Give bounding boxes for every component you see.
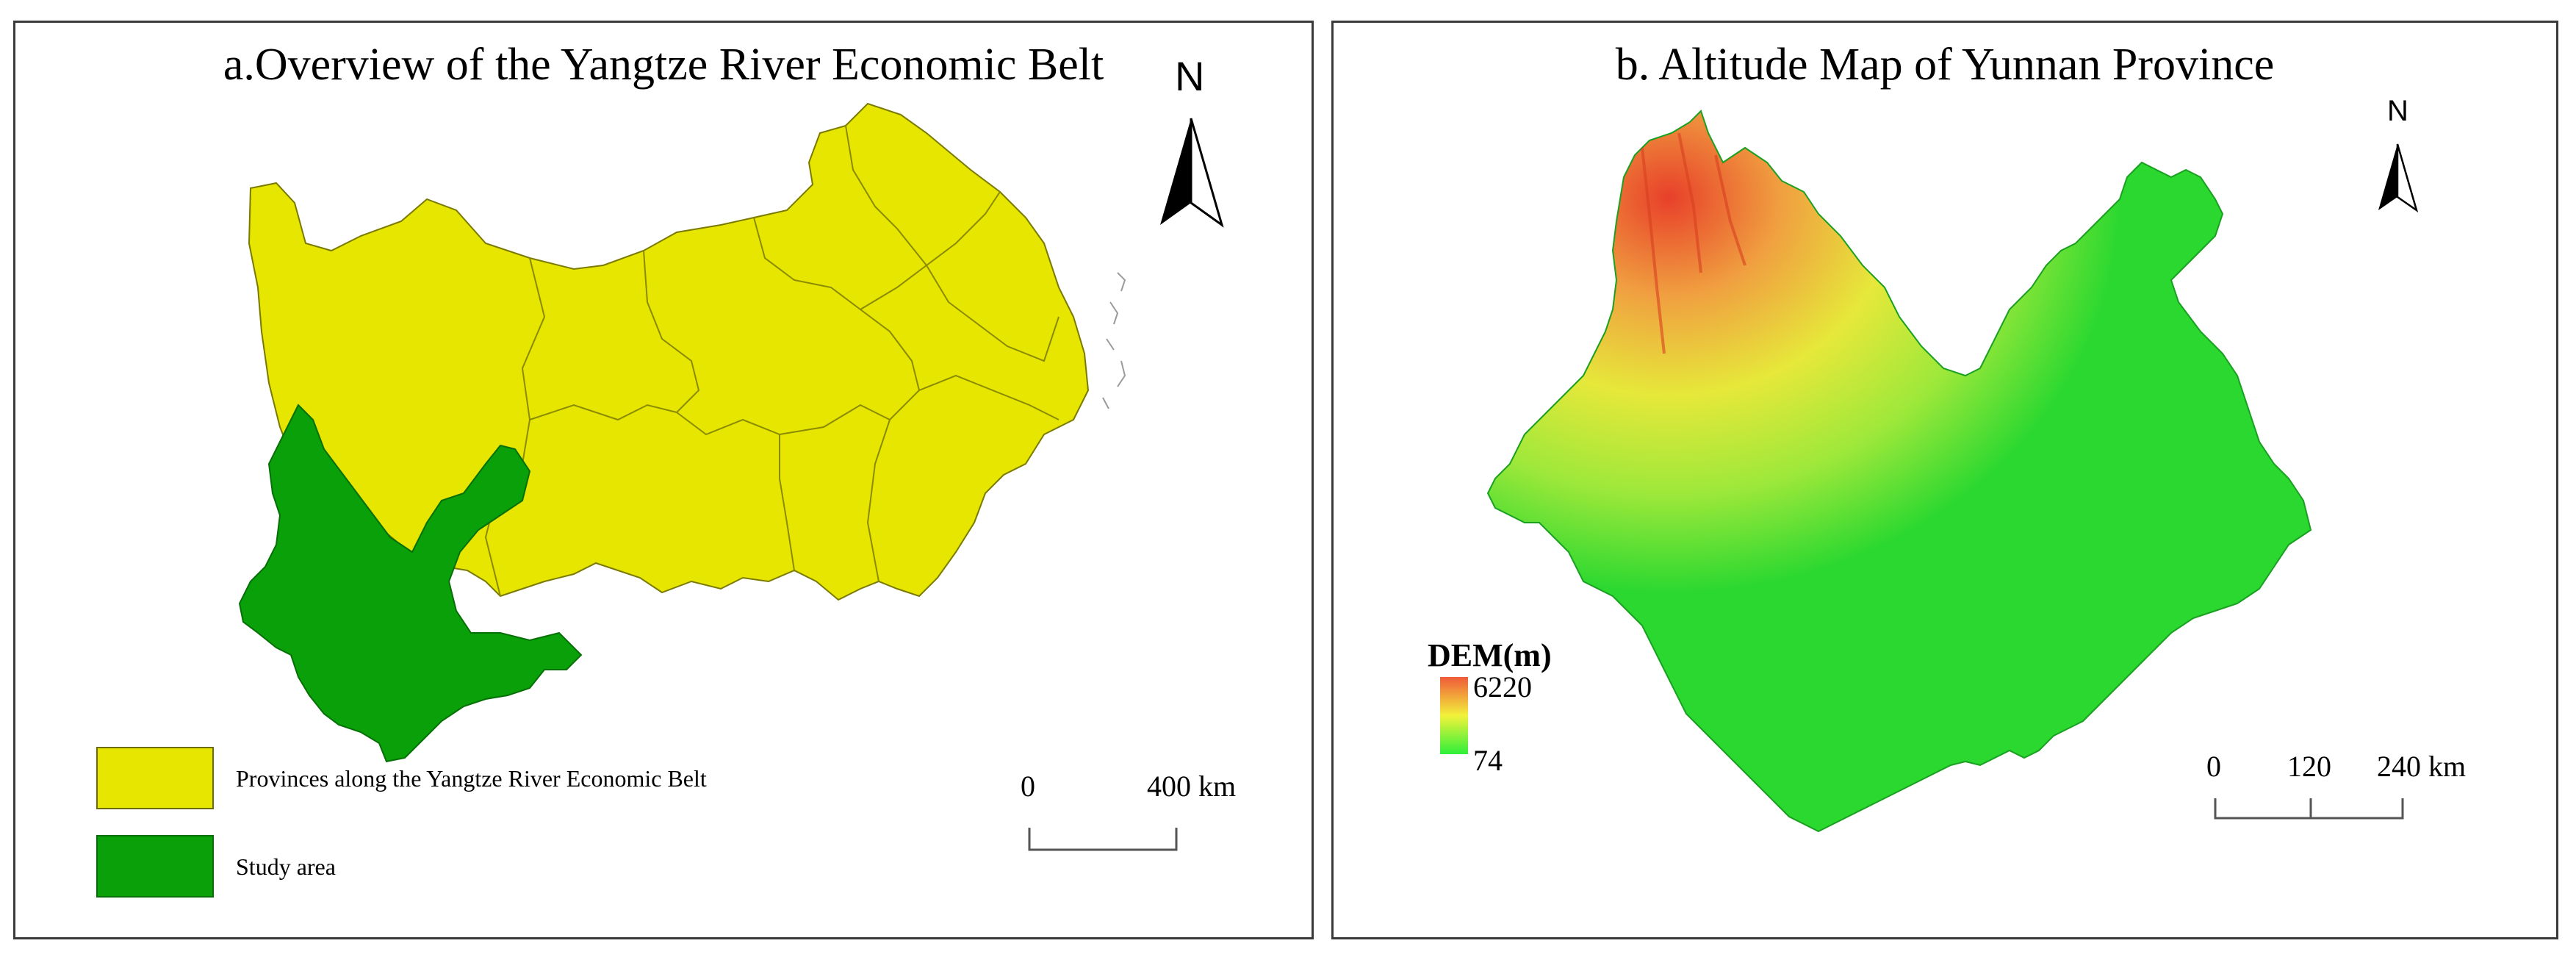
- legend-swatch-provinces: [96, 747, 214, 809]
- dem-legend-min: 74: [1473, 744, 1503, 777]
- panel-overview-map: a.Overview of the Yangtze River Economic…: [13, 21, 1314, 939]
- overview-map-canvas: [238, 102, 1224, 851]
- north-arrow-icon: [2378, 143, 2419, 213]
- terrain-ridges: [1641, 132, 1746, 354]
- scale-bar: [1028, 828, 1178, 851]
- legend-swatch-study-area: [96, 835, 214, 898]
- panel-a-title: a.Overview of the Yangtze River Economic…: [223, 40, 1104, 90]
- north-arrow-icon: [1160, 118, 1224, 228]
- scale-label-start: 0: [1021, 770, 1035, 803]
- north-label: N: [1175, 53, 1205, 99]
- panel-altitude-map: b. Altitude Map of Yunnan Province: [1331, 21, 2558, 939]
- scale-label-mid: 120: [2287, 750, 2331, 783]
- altitude-map-canvas: [1440, 110, 2419, 833]
- panel-b-title: b. Altitude Map of Yunnan Province: [1615, 40, 2275, 90]
- province-boundaries: [484, 125, 1059, 597]
- legend-label-study-area: Study area: [236, 853, 336, 880]
- dem-legend-bar: [1440, 677, 1468, 754]
- dem-legend-title: DEM(m): [1428, 637, 1552, 673]
- scale-bar: [2214, 798, 2404, 820]
- yunnan-dem-region: [1486, 110, 2312, 833]
- scale-label-start: 0: [2206, 750, 2221, 783]
- legend-label-provinces: Provinces along the Yangtze River Econom…: [236, 765, 707, 792]
- dem-legend-max: 6220: [1473, 670, 1532, 703]
- study-area-region: [238, 404, 583, 763]
- scale-label-end: 400 km: [1147, 770, 1237, 803]
- north-label: N: [2387, 95, 2408, 127]
- scale-label-end: 240 km: [2377, 750, 2467, 783]
- coastal-islands: [1102, 272, 1126, 409]
